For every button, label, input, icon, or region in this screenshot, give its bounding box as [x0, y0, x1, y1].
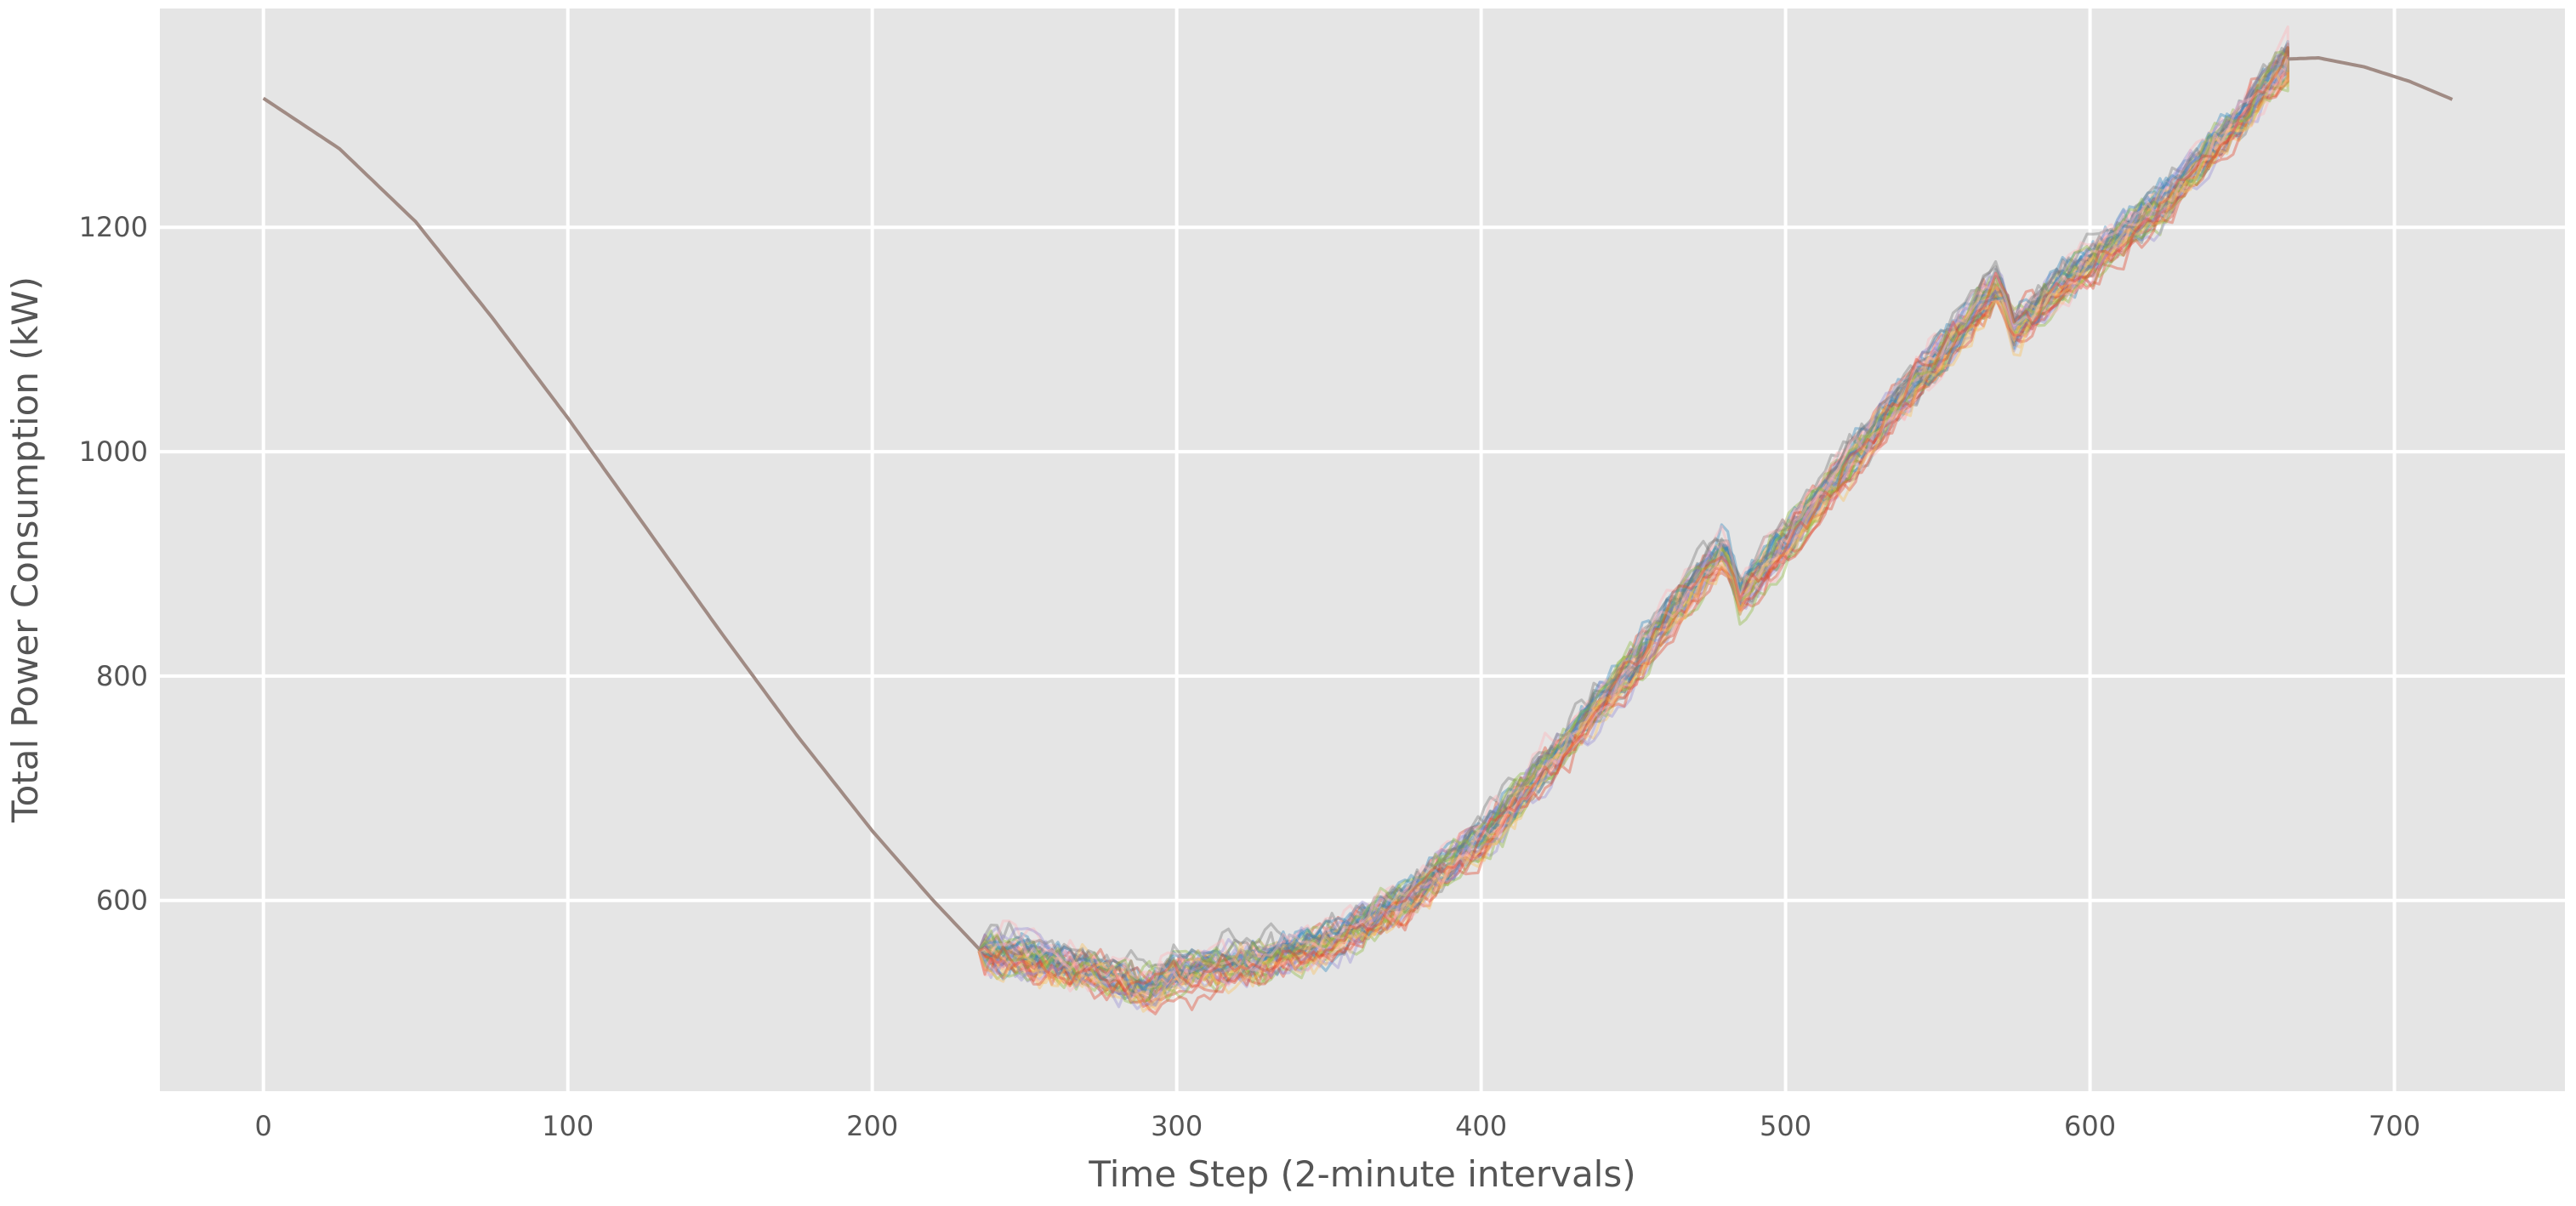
forecast-series-line [977, 51, 2289, 996]
forecast-series-line [978, 59, 2289, 983]
forecast-series-line [977, 51, 2289, 998]
forecast-series-line [977, 58, 2289, 993]
forecast-series-line [977, 59, 2289, 1004]
forecast-series-line [977, 40, 2289, 993]
x-tick-label: 400 [1455, 1110, 1507, 1142]
forecast-series-line [977, 59, 2289, 998]
x-tick-label: 500 [1760, 1110, 1811, 1142]
x-axis-label: Time Step (2-minute intervals) [1088, 1153, 1635, 1195]
forecast-series-line [977, 59, 2289, 991]
forecast-series-line [978, 51, 2289, 999]
forecast-series-line [977, 59, 2289, 1002]
forecast-series-line [977, 46, 2289, 993]
forecast-series-line [978, 55, 2289, 987]
y-tick-label: 600 [96, 885, 148, 917]
x-tick-label: 300 [1151, 1110, 1203, 1142]
y-axis-label: Total Power Consumption (kW) [4, 276, 46, 823]
forecast-series-line [978, 59, 2289, 999]
forecast-series-line [977, 54, 2289, 1010]
forecast-series-line [977, 59, 2289, 1010]
forecast-series-line [977, 59, 2289, 988]
series-group [262, 25, 2454, 1015]
forecast-series-line [978, 56, 2289, 1001]
plot-background [160, 9, 2565, 1091]
forecast-series-line [978, 59, 2289, 994]
history-series-line [262, 96, 981, 950]
forecast-series-line [977, 59, 2289, 1013]
forecast-series-line [977, 53, 2289, 995]
forecast-series-line [978, 42, 2289, 991]
forecast-series-line [977, 57, 2289, 993]
x-tick-label: 0 [255, 1110, 272, 1142]
forecast-series-line [977, 50, 2289, 983]
x-tick-label: 600 [2064, 1110, 2116, 1142]
forecast-series-line [978, 59, 2289, 1010]
forecast-series-line [978, 57, 2289, 1000]
grid [160, 9, 2565, 1091]
forecast-series-line [977, 43, 2289, 970]
x-tick-label: 200 [846, 1110, 898, 1142]
forecast-series-line [977, 47, 2289, 1007]
forecast-series-line [977, 25, 2289, 983]
x-tick-label: 100 [542, 1110, 594, 1142]
forecast-series-line [977, 59, 2289, 1003]
forecast-series-line [977, 59, 2289, 1009]
forecast-series-line [977, 52, 2289, 998]
forecast-series-line [978, 59, 2289, 1000]
y-tick-label: 1200 [79, 211, 148, 243]
forecast-series-line [977, 49, 2289, 996]
forecast-series-line [977, 46, 2289, 998]
forecast-series-line [978, 46, 2289, 993]
forecast-series-line [977, 59, 2289, 1004]
x-tick-label: 700 [2368, 1110, 2420, 1142]
forecast-series-line [977, 48, 2289, 999]
forecast-series-line [977, 54, 2289, 998]
tail-series-line [2288, 56, 2454, 101]
forecast-series-line [977, 55, 2289, 985]
forecast-series-line [977, 59, 2289, 1013]
forecast-series-line [977, 54, 2289, 1004]
forecast-series-line [978, 59, 2289, 987]
forecast-series-line [977, 59, 2289, 1015]
tick-labels: 0 100 200 300 400 500 600 700 600 800 1000 1200 [79, 211, 2421, 1142]
y-tick-label: 800 [96, 660, 148, 692]
forecast-series-line [978, 59, 2289, 1009]
forecast-series-line [978, 59, 2289, 996]
forecast-series-line [977, 59, 2289, 1009]
forecast-series-line [978, 52, 2289, 996]
forecast-series-line [978, 50, 2289, 994]
y-tick-label: 1000 [79, 435, 148, 468]
forecast-series-line [977, 59, 2289, 998]
forecast-series-line [977, 59, 2289, 1004]
